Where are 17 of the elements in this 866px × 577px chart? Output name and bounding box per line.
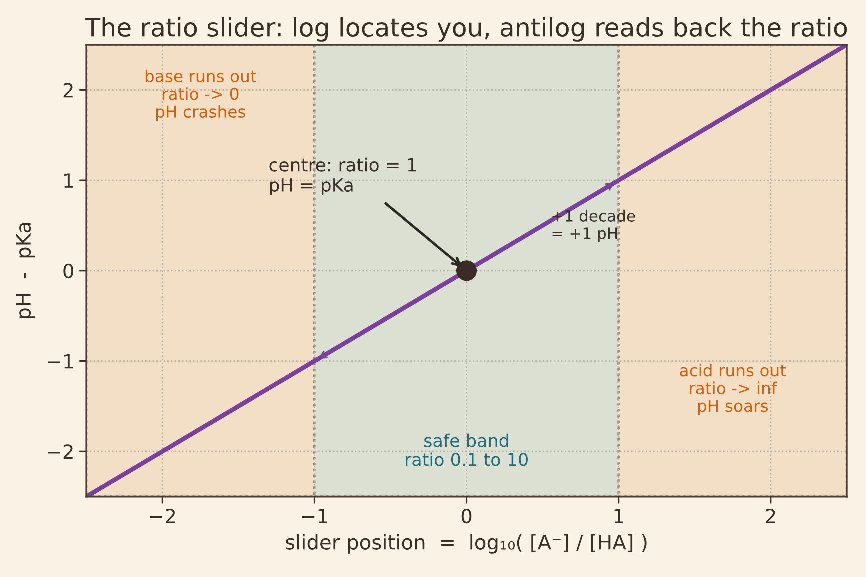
band-label: base runs out ratio -> 0 pH crashes <box>146 70 256 122</box>
chart-title: The ratio slider: log locates you, antilog reads back the ratio <box>85 17 848 42</box>
band-label: safe band ratio 0.1 to 10 <box>406 434 528 466</box>
y-tick-label: 0 <box>64 264 74 279</box>
band-label: acid runs out ratio -> inf pH soars <box>680 364 786 416</box>
x-tick-label: 0 <box>462 508 472 524</box>
y-tick-label: −1 <box>48 354 73 369</box>
annotation: centre: ratio = 1 pH = pKa <box>270 158 416 196</box>
y-axis-title: pH - pKa <box>16 223 36 318</box>
x-axis-title: slider position = log₁₀( [A⁻] / [HA] ) <box>286 534 647 554</box>
y-tick-label: −2 <box>48 444 73 460</box>
x-tick-label: 1 <box>614 509 624 524</box>
y-tick-label: 1 <box>64 174 73 188</box>
x-tick-label: −1 <box>302 509 328 524</box>
x-tick-label: 2 <box>766 508 776 524</box>
y-tick-label: 2 <box>64 83 73 98</box>
x-tick-label: −2 <box>150 508 176 524</box>
